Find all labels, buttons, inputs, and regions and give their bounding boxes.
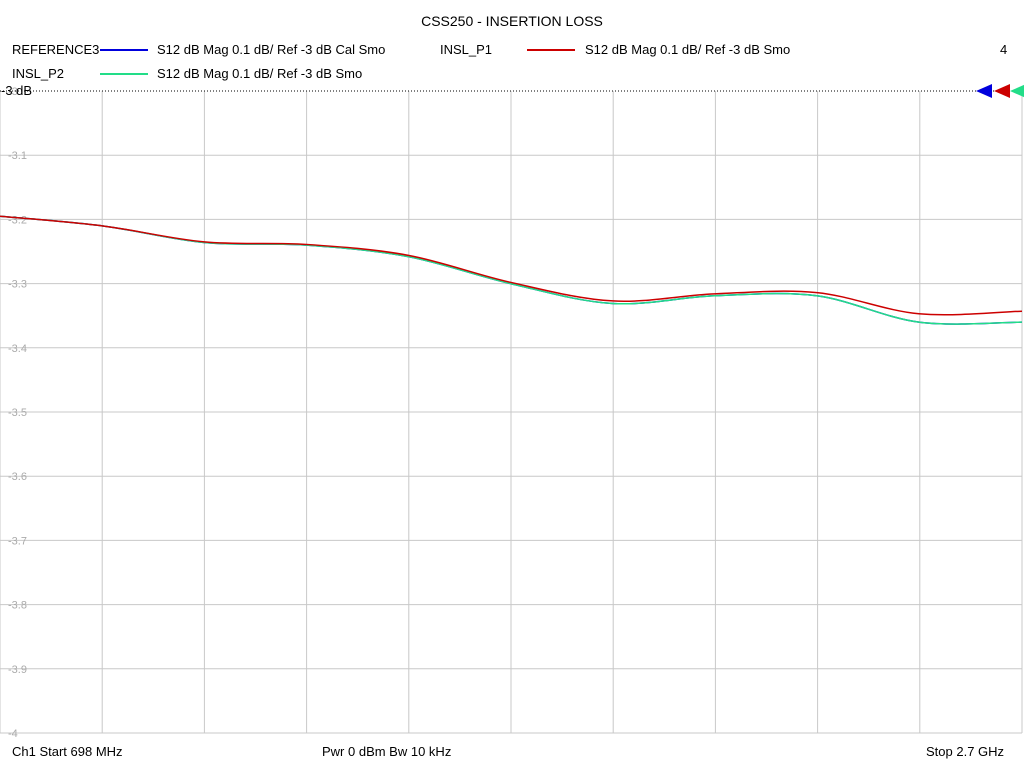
y-tick-label: -3.9 [8,664,27,676]
y-tick-label: -3.6 [8,471,27,483]
legend-line-insl-p2 [100,73,148,75]
chart-title: CSS250 - INSERTION LOSS [421,13,603,29]
y-tick-label: -3.1 [8,150,27,162]
reference-marker-icon [994,84,1010,98]
reference-label: -3 dB [1,83,32,98]
y-tick-label: -3.8 [8,600,27,612]
y-tick-label: -3.5 [8,407,27,419]
legend-line-reference3 [100,49,148,51]
legend-name-insl-p2: INSL_P2 [12,66,65,81]
y-tick-label: -3.7 [8,535,27,547]
legend-desc-reference3: S12 dB Mag 0.1 dB/ Ref -3 dB Cal Smo [157,42,386,57]
legend-name-reference3: REFERENCE3 [12,42,100,57]
reference-marker-icon [1010,84,1024,98]
footer-stop: Stop 2.7 GHz [926,744,1005,759]
y-tick-label: -3.3 [8,279,27,291]
legend-desc-insl-p1: S12 dB Mag 0.1 dB/ Ref -3 dB Smo [585,42,791,57]
legend-name-insl-p1: INSL_P1 [440,42,493,57]
trace-count: 4 [1000,42,1008,57]
y-tick-label: -3 [8,86,18,98]
footer-power: Pwr 0 dBm Bw 10 kHz [322,744,452,759]
y-tick-label: -3.4 [8,343,27,355]
plot-area: -3 -3.1 -3.2 -3.3 -3.4 -3.5 -3.6 -3.7 -3.8 -3.9 -4… [0,83,1024,740]
footer-start: Ch1 Start 698 MHz [12,744,123,759]
y-tick-label: -4 [8,728,18,740]
y-tick-label: -3.2 [8,214,27,226]
legend-line-insl-p1 [527,49,575,51]
series-line-insl-p1 [0,215,1023,316]
legend-desc-insl-p2: S12 dB Mag 0.1 dB/ Ref -3 dB Smo [157,66,363,81]
reference-marker-icon [976,84,992,98]
